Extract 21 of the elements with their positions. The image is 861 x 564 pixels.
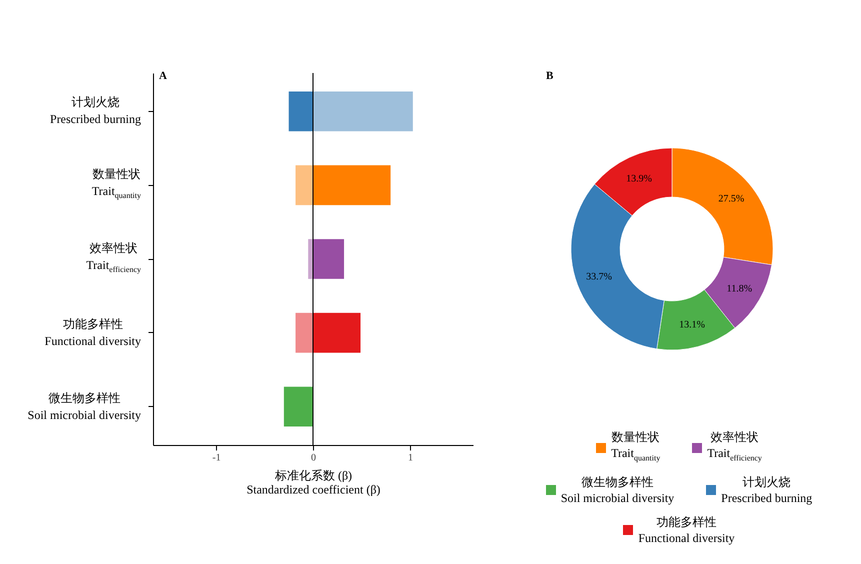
x-axis-title: 标准化系数 (β) Standardized coefficient (β) xyxy=(246,468,380,496)
legend-label: 效率性状 Trait$_{efficiency}$ xyxy=(707,429,762,464)
x-tick-label: 0 xyxy=(311,452,316,464)
data-label: 13.9% xyxy=(626,173,652,184)
x-tick-label: -1 xyxy=(212,452,221,464)
data-label: 27.5% xyxy=(718,193,744,204)
data-label: 13.1% xyxy=(679,319,706,330)
y-tick-label: 效率性状 Trait$_{efficiency}$ xyxy=(86,240,141,276)
legend-label: 微生物多样性 Soil microbial diversity xyxy=(560,474,674,506)
chart-title: B xyxy=(546,70,554,82)
y-tick-label: 计划火烧 Prescribed burning xyxy=(50,94,141,128)
legend-label: 功能多样性 Functional diversity xyxy=(638,514,735,546)
y-tick-label: 数量性状 Trait$_{quantity}$ xyxy=(92,166,141,202)
x-tick-label: 1 xyxy=(408,452,413,464)
chart-title: A xyxy=(159,70,167,82)
legend-label: 计划火烧 Prescribed burning xyxy=(721,474,812,506)
data-label: 11.8% xyxy=(726,283,752,294)
data-label: 33.7% xyxy=(586,272,612,283)
legend-label: 数量性状 Trait$_{quantity}$ xyxy=(611,429,660,464)
y-tick-label: 微生物多样性 Soil microbial diversity xyxy=(28,390,141,424)
y-tick-label: 功能多样性 Functional diversity xyxy=(44,316,141,350)
